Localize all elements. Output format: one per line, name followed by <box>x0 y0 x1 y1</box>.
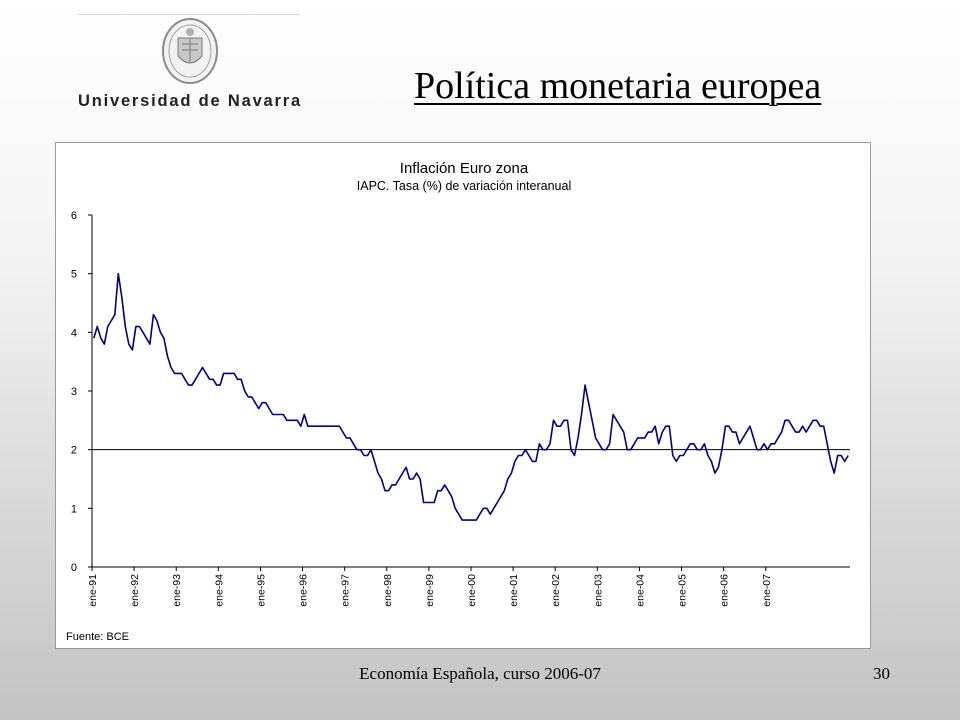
x-tick-label: ene-07 <box>761 574 773 607</box>
chart-source: Fuente: BCE <box>66 631 129 643</box>
y-tick-label: 1 <box>71 503 77 515</box>
page-number: 30 <box>873 664 890 683</box>
y-tick-label: 0 <box>71 562 77 574</box>
x-tick-label: ene-99 <box>424 574 436 607</box>
y-tick-label: 2 <box>71 445 77 457</box>
x-tick-label: ene-93 <box>171 574 183 607</box>
x-tick-label: ene-92 <box>129 574 141 607</box>
series-group <box>93 272 849 521</box>
inflation-chart: Inflación Euro zona IAPC. Tasa (%) de va… <box>66 160 850 643</box>
x-tick-label: ene-06 <box>719 574 731 607</box>
university-seal-icon <box>162 18 218 84</box>
x-tick-label: ene-02 <box>550 574 562 607</box>
y-tick-label: 6 <box>71 210 77 222</box>
x-tick-label: ene-01 <box>508 574 520 607</box>
y-axis: 0 1 2 3 4 5 6 <box>71 210 93 574</box>
slide-title: Política monetaria europea <box>414 65 822 107</box>
series-line-inflation <box>93 272 849 521</box>
footer-course: Economía Española, curso 2006-07 <box>359 664 601 683</box>
y-tick-label: 3 <box>71 386 77 398</box>
y-tick-label: 5 <box>71 269 77 281</box>
x-tick-label: ene-00 <box>466 574 478 607</box>
university-logo: Universidad de Navarra <box>78 14 300 110</box>
x-tick-label: ene-96 <box>298 574 310 607</box>
x-tick-label: ene-97 <box>340 574 352 607</box>
x-tick-label: ene-94 <box>213 574 225 607</box>
x-tick-label: ene-91 <box>87 574 99 607</box>
logo-divider <box>78 14 300 15</box>
x-tick-label: ene-04 <box>634 574 646 607</box>
x-tick-label: ene-95 <box>255 574 267 607</box>
chart-title: Inflación Euro zona <box>400 160 529 177</box>
chart-subtitle: IAPC. Tasa (%) de variación interanual <box>357 179 571 193</box>
y-tick-label: 4 <box>71 327 77 339</box>
chart-container: Inflación Euro zona IAPC. Tasa (%) de va… <box>55 142 871 649</box>
x-tick-label: ene-03 <box>592 574 604 607</box>
logo-text: Universidad de Navarra <box>78 92 302 110</box>
x-axis: ene-91 ene-92 ene-93 ene-94 ene-95 ene-96 ene-… <box>87 566 850 607</box>
x-tick-label: ene-05 <box>677 574 689 607</box>
x-tick-label: ene-98 <box>382 574 394 607</box>
